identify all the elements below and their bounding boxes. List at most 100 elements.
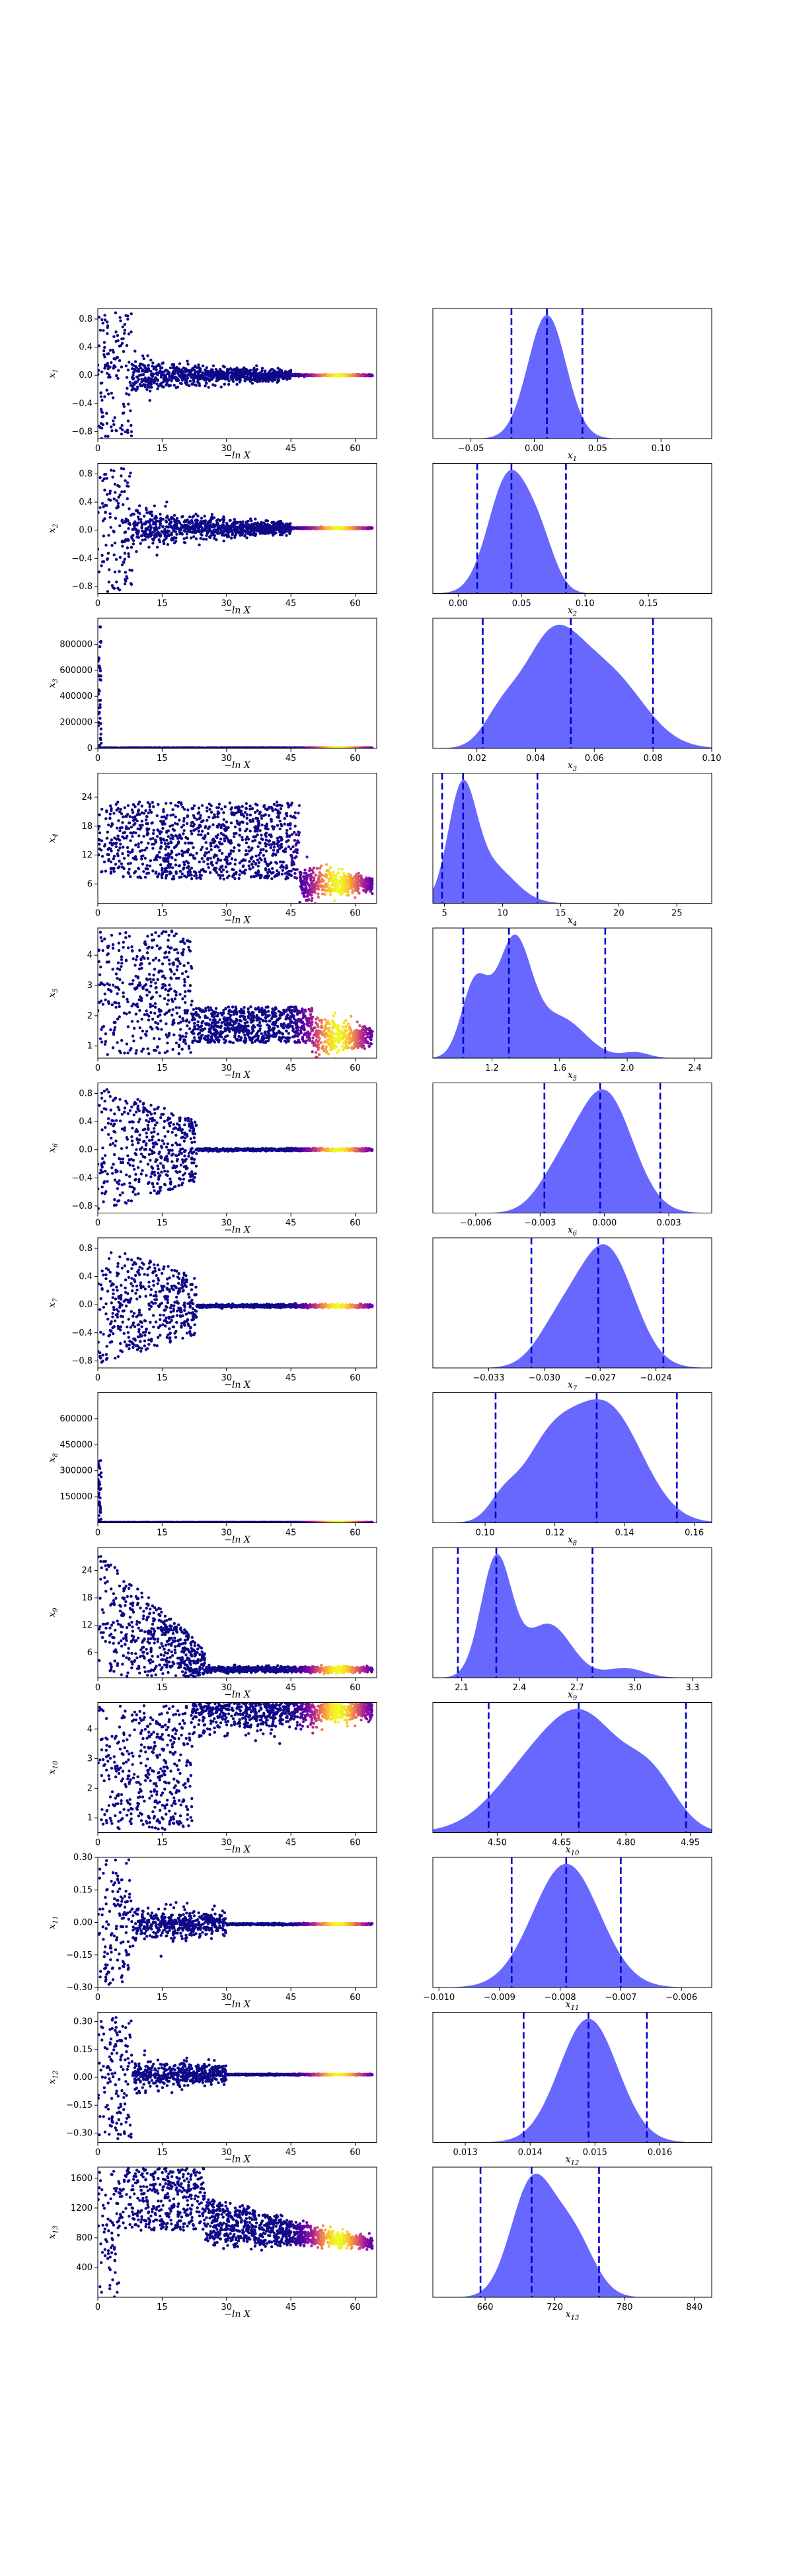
trace-point	[167, 384, 170, 386]
trace-point	[124, 314, 127, 317]
trace-point	[233, 526, 236, 529]
density-area	[433, 315, 712, 439]
trace-point	[252, 375, 254, 377]
trace-point	[159, 517, 162, 520]
trace-point	[138, 505, 141, 507]
density-xtick-label: 0.10	[576, 599, 595, 609]
trace-point	[271, 867, 274, 870]
trace-point	[252, 528, 255, 531]
trace-point	[156, 387, 159, 390]
trace-point	[124, 329, 126, 332]
trace-point	[166, 526, 169, 528]
trace-point	[190, 369, 193, 372]
trace-point	[260, 814, 262, 817]
trace-point	[130, 424, 132, 427]
trace-point	[277, 374, 280, 376]
trace-point	[151, 869, 154, 872]
trace-point	[137, 370, 140, 373]
trace-point	[104, 435, 106, 437]
trace-points	[97, 626, 374, 750]
trace-point	[159, 863, 162, 866]
trace-point	[269, 377, 272, 380]
trace-point	[157, 379, 159, 382]
trace-point	[99, 738, 102, 741]
trace-point	[221, 523, 224, 526]
trace-point	[144, 371, 147, 373]
trace-point	[211, 864, 214, 867]
trace-point	[215, 522, 218, 524]
trace-point	[125, 365, 128, 367]
trace-point	[98, 703, 101, 706]
trace-point	[230, 371, 233, 374]
trace-point	[140, 534, 143, 537]
trace-point	[165, 802, 167, 805]
trace-xtick-label: 60	[350, 599, 361, 609]
trace-point	[144, 876, 147, 878]
density-xtick-label: 0.04	[526, 754, 545, 764]
trace-point	[153, 536, 156, 539]
trace-point	[186, 524, 188, 527]
trace-point	[222, 515, 225, 518]
trace-point	[130, 546, 133, 549]
trace-point	[98, 506, 101, 509]
trace-point	[127, 419, 130, 422]
trace-point	[225, 522, 228, 524]
trace-point	[225, 871, 228, 873]
trace-point	[247, 523, 250, 526]
trace-xtick-label: 45	[285, 754, 297, 764]
trace-point	[220, 386, 223, 388]
trace-point	[161, 362, 163, 365]
trace-point	[212, 523, 215, 526]
trace-point	[98, 699, 100, 701]
trace-point	[170, 532, 173, 534]
trace-point	[101, 411, 104, 413]
trace-ytick-label: 0	[87, 744, 93, 754]
trace-point	[128, 393, 130, 396]
trace-point	[205, 534, 208, 537]
trace-point	[175, 524, 178, 526]
trace-point	[167, 543, 169, 546]
trace-point	[127, 863, 130, 865]
trace-point	[137, 536, 140, 539]
trace-point	[122, 338, 124, 340]
trace-point	[310, 904, 313, 906]
trace-point	[132, 803, 135, 806]
trace-point	[188, 527, 191, 530]
trace-point	[103, 314, 106, 316]
density-xtick-label: 0.10	[702, 754, 722, 764]
trace-point	[120, 433, 123, 435]
trace-point	[97, 665, 100, 668]
trace-point	[118, 485, 120, 487]
trace-point	[259, 373, 262, 375]
trace-point	[240, 522, 243, 525]
trace-point	[283, 526, 286, 529]
trace-point	[129, 381, 132, 384]
trace-point	[189, 530, 192, 533]
trace-point	[227, 535, 230, 538]
trace-point	[327, 526, 330, 529]
trace-point	[206, 373, 209, 376]
trace-point	[137, 516, 139, 519]
trace-point	[169, 522, 171, 525]
trace-point	[266, 532, 268, 534]
trace-point	[155, 526, 157, 529]
trace-point	[179, 369, 182, 372]
trace-point	[285, 534, 287, 537]
trace-point	[258, 378, 261, 380]
trace-ytick-label: 400000	[59, 692, 93, 701]
trace-point	[246, 529, 248, 532]
trace-point	[364, 746, 367, 749]
trace-point	[182, 367, 185, 369]
trace-point	[118, 524, 121, 527]
trace-point	[132, 371, 135, 374]
trace-ytick-label: 0.4	[79, 343, 93, 353]
trace-point	[159, 524, 161, 526]
trace-point	[124, 531, 126, 534]
trace-point	[185, 536, 188, 539]
trace-point	[243, 367, 245, 369]
trace-point	[107, 367, 110, 370]
trace-point	[119, 316, 122, 319]
trace-xtick-label: 0	[95, 754, 100, 764]
trace-point	[231, 376, 234, 379]
